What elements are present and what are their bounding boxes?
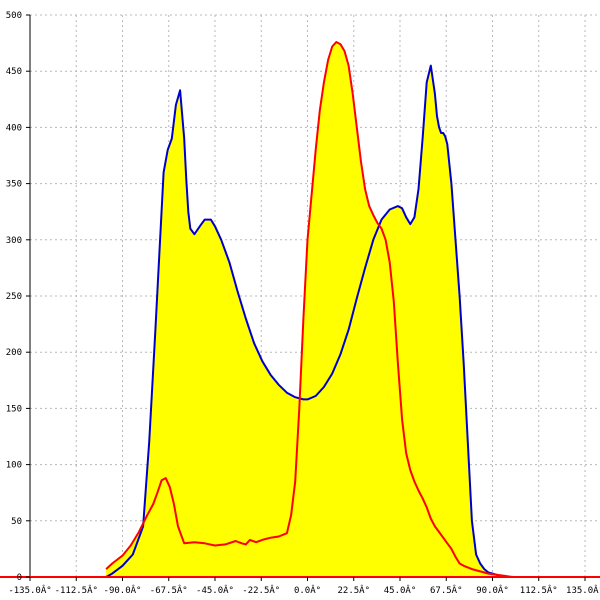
area-fills — [106, 42, 524, 577]
x-tick-label: 67.5Â° — [430, 584, 463, 596]
series-2-line — [105, 41, 524, 578]
y-tick-label: 0 — [17, 573, 22, 583]
x-tick-label: -45.0Â° — [196, 584, 234, 596]
x-tick-label: 0.0Â° — [294, 584, 321, 596]
x-tick-label: -135.0Â° — [8, 584, 51, 596]
y-tick-label: 350 — [6, 180, 22, 190]
y-tick-label: 150 — [6, 404, 22, 414]
axes — [0, 14, 600, 581]
y-tick-label: 250 — [6, 292, 22, 302]
series-1-area — [106, 65, 524, 577]
x-tick-label: 90.0Â° — [476, 584, 509, 596]
y-tick-label: 300 — [6, 236, 22, 246]
y-tick-label: 200 — [6, 348, 22, 358]
y-tick-label: 50 — [11, 517, 22, 527]
y-tick-label: 450 — [6, 67, 22, 77]
y-tick-label: 500 — [6, 11, 22, 21]
x-tick-label: -90.0Â° — [104, 584, 142, 596]
x-tick-label: 22.5Â° — [337, 584, 370, 596]
x-tick-label: -22.5Â° — [242, 584, 280, 596]
y-tick-label: 400 — [6, 123, 22, 133]
x-tick-label: 112.5Â° — [520, 584, 558, 596]
tick-labels: 0 50 100 150 200 250 300 350 400 450 500 -135.0Â° -1… — [6, 11, 600, 596]
x-tick-label: 45.0Â° — [384, 584, 417, 596]
series-1-line — [105, 64, 524, 578]
x-tick-label: -112.5Â° — [55, 584, 98, 596]
x-tick-label: 135.0Â° — [566, 584, 600, 596]
series-lines — [105, 41, 524, 578]
series-2-area — [106, 42, 524, 577]
y-tick-label: 100 — [6, 461, 22, 471]
x-tick-label: -67.5Â° — [150, 584, 188, 596]
